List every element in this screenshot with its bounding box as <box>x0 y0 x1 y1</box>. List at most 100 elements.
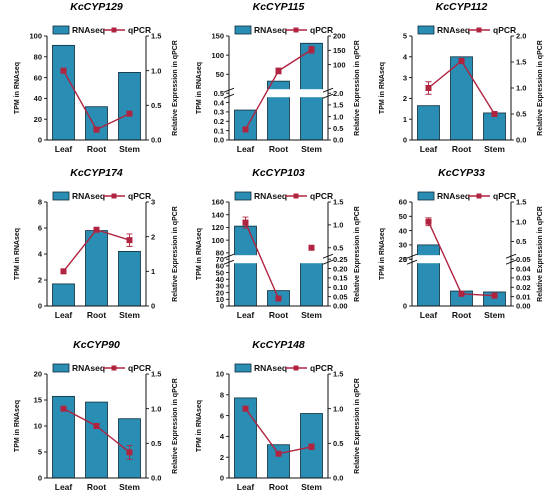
category-label: Root <box>87 310 107 320</box>
panel-title: KcCYP148 <box>252 339 305 351</box>
right-tick-label: 0.25 <box>333 255 348 264</box>
qpcr-point-Leaf <box>60 67 67 74</box>
left-tick-label: 40 <box>34 94 42 103</box>
left-tick-label: 0 <box>220 474 224 483</box>
panel-title: KcCYP129 <box>70 1 123 13</box>
left-tick-label: 2 <box>220 453 224 462</box>
right-tick-label: 0.05 <box>516 255 531 264</box>
category-label: Root <box>269 310 289 320</box>
left-tick-label: 30 <box>216 282 224 291</box>
left-tick-label: 0.4 <box>214 98 225 107</box>
y-axis-title-left: TPM in RNAseq <box>379 228 386 280</box>
legend-bar-swatch <box>52 363 70 373</box>
bar-Root <box>85 230 108 307</box>
qpcr-point-Leaf <box>242 219 249 226</box>
right-tick-label: 0.5 <box>516 237 526 246</box>
legend-line-marker <box>111 365 117 371</box>
left-tick-label: 40 <box>216 275 224 284</box>
left-tick-label: 1 <box>403 115 407 124</box>
legend-bar-label: RNAseq <box>72 191 105 201</box>
qpcr-line-segment <box>428 60 462 89</box>
left-tick-label: 80 <box>34 53 42 62</box>
legend-line-marker <box>111 27 117 33</box>
category-label: Stem <box>119 144 140 154</box>
qpcr-line-segment <box>244 70 280 130</box>
qpcr-point-Root <box>458 290 465 297</box>
left-tick-label: 20 <box>399 255 407 264</box>
left-tick-label: 0.1 <box>214 126 224 135</box>
legend-line-marker <box>293 27 299 33</box>
left-tick-label: 6 <box>220 411 224 420</box>
category-label: Leaf <box>237 482 255 492</box>
right-tick-label: 2.0 <box>333 89 343 98</box>
legend-bar-label: RNAseq <box>437 191 470 201</box>
legend-bar-label: RNAseq <box>254 191 287 201</box>
legend-bar-swatch <box>234 191 252 201</box>
legend-bar-label: RNAseq <box>254 25 287 35</box>
qpcr-point-Root <box>458 57 465 64</box>
legend-bar-swatch <box>52 25 70 35</box>
panel-KcCYP148: KcCYP148 RNAseq qPCR 0 2 4 6 8 10 0.0 0.5 1.0 1.5 Lea… <box>196 339 361 492</box>
category-label: Root <box>269 144 289 154</box>
left-tick-label: 0.3 <box>214 108 224 117</box>
qpcr-point-Root <box>93 126 100 133</box>
legend-bar-label: RNAseq <box>437 25 470 35</box>
qpcr-point-Stem <box>126 237 133 244</box>
left-tick-label: 6 <box>38 224 42 233</box>
right-tick-label: 1.0 <box>151 66 161 75</box>
right-tick-label: 0.5 <box>333 124 343 133</box>
left-tick-label: 80 <box>216 249 224 258</box>
legend-line-label: qPCR <box>493 25 516 35</box>
left-tick-label: 50 <box>216 268 224 277</box>
right-tick-label: 0.0 <box>151 474 161 483</box>
right-tick-label: 0.00 <box>333 302 348 311</box>
left-tick-label: 10 <box>34 422 42 431</box>
qpcr-line-segment <box>62 229 98 272</box>
panel-KcCYP174: KcCYP174 RNAseq qPCR 0 2 4 6 8 0 1 2 3 Leaf Root Stem T… <box>14 167 179 320</box>
category-label: Root <box>87 482 107 492</box>
legend-line-label: qPCR <box>493 191 516 201</box>
right-tick-label: 1.0 <box>516 217 526 226</box>
right-tick-label: 1.0 <box>151 404 161 413</box>
qpcr-point-Stem <box>126 110 133 117</box>
left-tick-label: 10 <box>216 370 224 379</box>
legend-bar-swatch <box>234 363 252 373</box>
qpcr-point-Leaf <box>60 268 67 275</box>
qpcr-point-Stem <box>308 443 315 450</box>
category-label: Leaf <box>420 310 438 320</box>
bar-Root <box>85 106 108 141</box>
right-tick-label: 1 <box>151 267 155 276</box>
legend-line-marker <box>476 27 482 33</box>
right-tick-label: 0.0 <box>151 136 161 145</box>
left-tick-label: 5 <box>403 32 407 41</box>
right-tick-label: 0.10 <box>333 283 348 292</box>
y-axis-title-right: Relative Expression in qPCR <box>172 40 179 136</box>
panel-title: KcCYP112 <box>436 1 488 13</box>
right-tick-label: 1.5 <box>151 370 161 379</box>
bar-Stem <box>483 112 506 141</box>
bar-Root <box>267 444 290 479</box>
left-tick-label: 20 <box>34 370 42 379</box>
qpcr-point-Leaf <box>242 405 249 412</box>
legend-bar-swatch <box>234 25 252 35</box>
qpcr-point-Stem <box>491 111 498 117</box>
qpcr-line-segment <box>96 113 130 131</box>
legend-line-label: qPCR <box>128 363 151 373</box>
qpcr-point-Leaf <box>60 405 67 412</box>
left-tick-label: 40 <box>399 226 407 235</box>
qpcr-line-segment <box>63 408 97 427</box>
left-tick-label: 8 <box>220 391 224 400</box>
right-tick-label: 150 <box>333 46 346 55</box>
category-label: Stem <box>119 310 140 320</box>
left-tick-label: 100 <box>211 51 224 60</box>
y-axis-title-right: Relative Expression in qPCR <box>354 206 361 302</box>
qpcr-line-segment <box>427 221 463 295</box>
right-tick-label: 1.5 <box>516 58 526 67</box>
legend-line-label: qPCR <box>310 363 333 373</box>
left-tick-label: 5 <box>403 255 407 264</box>
qpcr-line-segment <box>96 229 130 241</box>
left-tick-label: 0.0 <box>214 136 224 145</box>
left-tick-label: 30 <box>399 241 407 250</box>
